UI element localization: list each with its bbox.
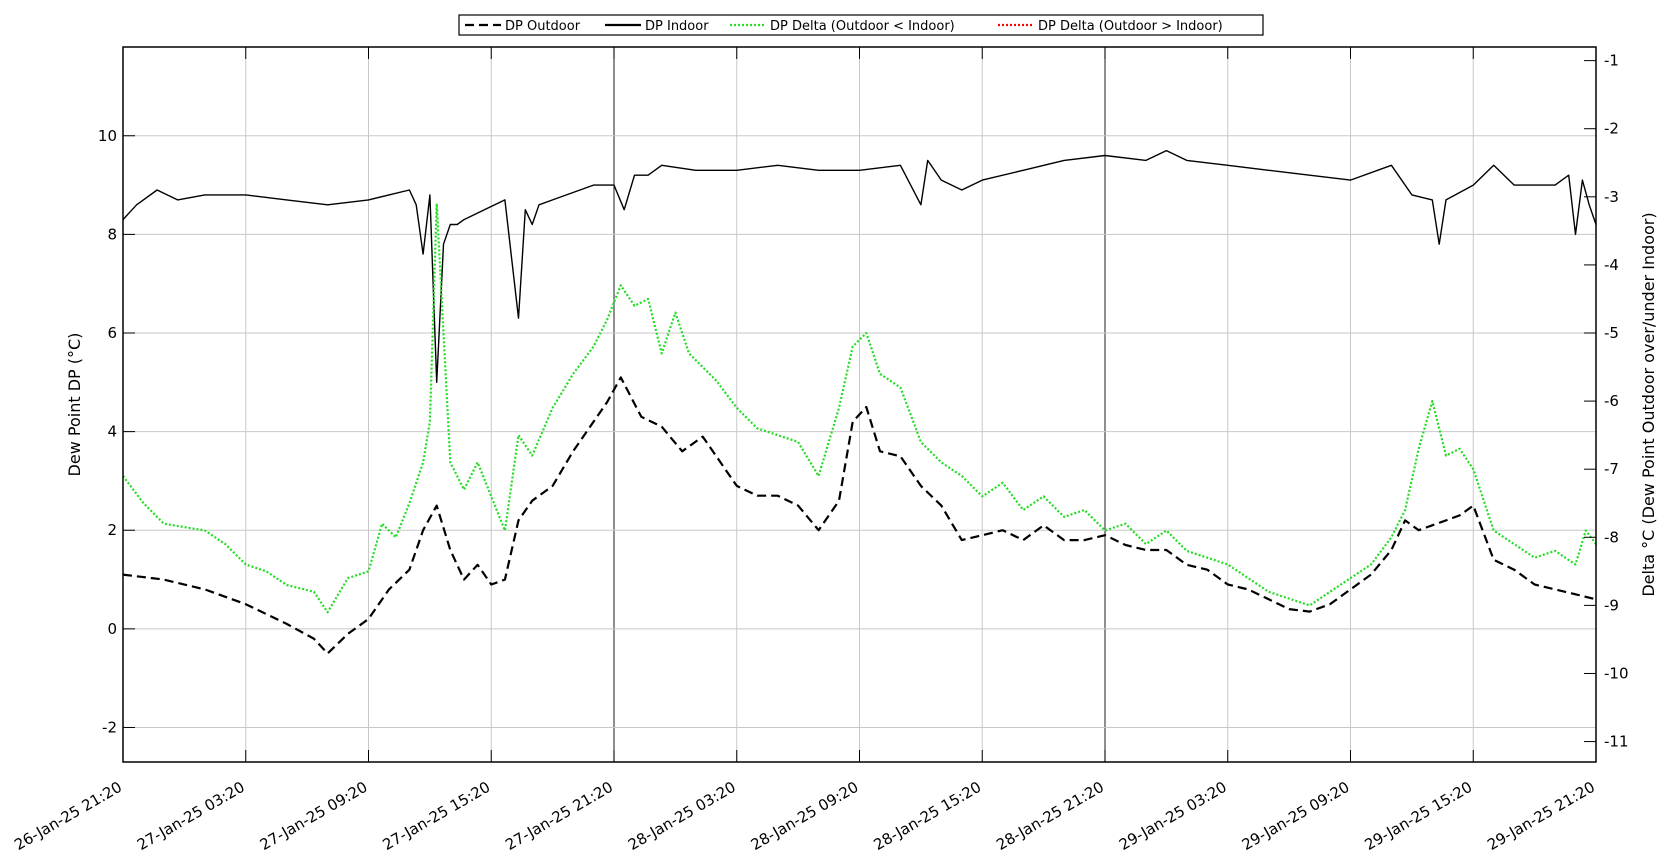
x-tick-label: 27-Jan-25 03:20: [134, 778, 248, 854]
y2-tick-label: -8: [1604, 528, 1619, 546]
x-tick-label: 27-Jan-25 09:20: [257, 778, 371, 854]
y-tick-label: 0: [107, 620, 117, 638]
y-tick-label: 2: [107, 521, 117, 539]
y2-axis-title: Delta °C (Dew Point Outdoor over/under I…: [1639, 212, 1658, 596]
x-tick-label: 27-Jan-25 15:20: [380, 778, 494, 854]
y-tick-label: -2: [102, 718, 117, 736]
y2-tick-label: -7: [1604, 460, 1619, 478]
y2-tick-label: -9: [1604, 596, 1619, 614]
legend-label-0: DP Outdoor: [505, 19, 581, 34]
y2-tick-label: -2: [1604, 120, 1619, 138]
legend-label-1: DP Indoor: [645, 19, 709, 34]
series-line-2: [122, 202, 1597, 614]
x-tick-label: 29-Jan-25 03:20: [1116, 778, 1230, 854]
y2-tick-label: -5: [1604, 324, 1619, 342]
x-tick-label: 29-Jan-25 09:20: [1239, 778, 1353, 854]
legend-box: [458, 14, 1264, 36]
x-tick-label: 27-Jan-25 21:20: [502, 778, 616, 854]
y2-tick-label: -3: [1604, 188, 1619, 206]
x-tick-label: 28-Jan-25 09:20: [748, 778, 862, 854]
axis-layer: 26-Jan-25 21:20 27-Jan-25 03:20 27-Jan-25 …: [11, 47, 1629, 854]
series-line-0: [122, 376, 1597, 655]
x-tick-label: 29-Jan-25 21:20: [1484, 778, 1598, 854]
legend-label-3: DP Delta (Outdoor > Indoor): [1038, 19, 1223, 34]
y2-tick-label: -10: [1604, 664, 1629, 682]
y2-tick-label: -11: [1604, 733, 1629, 751]
x-tick-label: 28-Jan-25 21:20: [993, 778, 1107, 854]
x-tick-label: 28-Jan-25 03:20: [625, 778, 739, 854]
legend-label-2: DP Delta (Outdoor < Indoor): [770, 19, 955, 34]
y-axis-title: Dew Point DP (°C): [65, 333, 84, 477]
y-tick-label: 4: [107, 423, 117, 441]
x-tick-label: 29-Jan-25 15:20: [1362, 778, 1476, 854]
y2-tick-label: -6: [1604, 392, 1619, 410]
legend: DP Outdoor DP Indoor DP Delta (Outdoor < I…: [458, 14, 1264, 36]
series-layer: [122, 149, 1597, 655]
series-line-1: [122, 149, 1597, 383]
grid-layer: [123, 47, 1596, 762]
x-tick-label: 26-Jan-25 21:20: [11, 778, 125, 854]
y2-tick-label: -4: [1604, 256, 1619, 274]
x-tick-label: 28-Jan-25 15:20: [871, 778, 985, 854]
y-tick-label: 10: [98, 127, 117, 145]
y-tick-label: 8: [107, 225, 117, 243]
y-tick-label: 6: [107, 324, 117, 342]
y2-tick-label: -1: [1604, 52, 1619, 70]
